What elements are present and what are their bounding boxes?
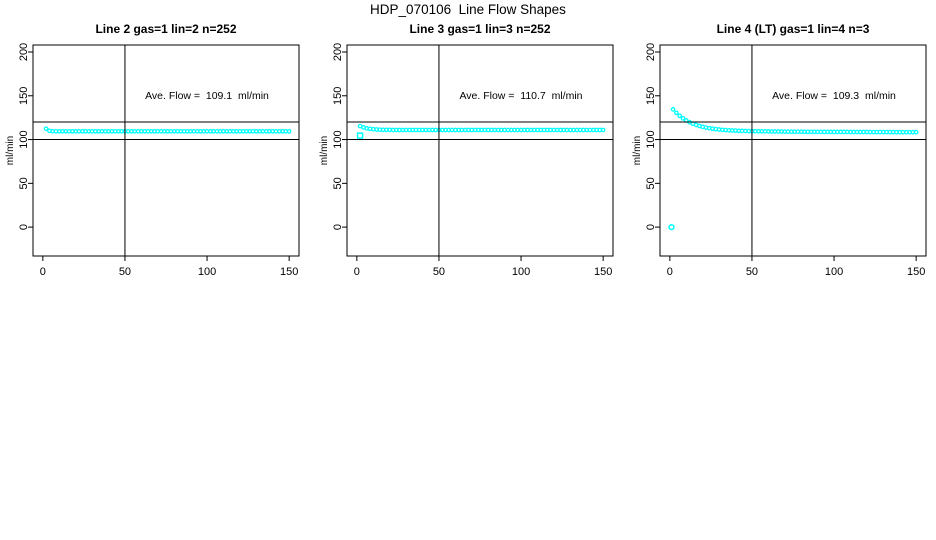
outlier-point bbox=[668, 223, 675, 231]
plot-area-line-4: 0 50 100 150 0 50 100 150 200 ml/min bbox=[632, 43, 927, 278]
panel-title: Line 4 (LT) gas=1 lin=4 n=3 bbox=[716, 22, 870, 36]
y-tick-label: 100 bbox=[645, 130, 657, 148]
data-point bbox=[670, 107, 676, 112]
panel-title: Line 2 gas=1 lin=2 n=252 bbox=[95, 22, 237, 36]
ave-flow-annotation: Ave. Flow = 109.3 ml/min bbox=[772, 90, 896, 102]
x-tick-label: 150 bbox=[907, 266, 925, 278]
y-axis-label: ml/min bbox=[319, 136, 330, 165]
x-tick-label: 50 bbox=[433, 266, 445, 278]
main-title: HDP_070106 Line Flow Shapes bbox=[370, 2, 566, 17]
y-tick-label: 50 bbox=[18, 177, 30, 189]
x-tick-label: 150 bbox=[280, 266, 298, 278]
y-tick-label: 0 bbox=[645, 224, 657, 230]
plot-box bbox=[32, 44, 300, 257]
x-tick-label: 150 bbox=[594, 266, 612, 278]
y-tick-label: 200 bbox=[18, 43, 30, 61]
data-point bbox=[680, 116, 686, 121]
ave-flow-annotation: Ave. Flow = 109.1 ml/min bbox=[145, 90, 269, 102]
plot-box bbox=[659, 44, 927, 257]
y-tick-label: 150 bbox=[18, 87, 30, 105]
outlier-point bbox=[356, 132, 364, 139]
y-tick-label: 50 bbox=[645, 177, 657, 189]
y-axis-label: ml/min bbox=[632, 136, 643, 165]
x-tick-label: 100 bbox=[512, 266, 530, 278]
data-point bbox=[286, 128, 292, 134]
y-tick-label: 200 bbox=[332, 43, 344, 61]
x-tick-label: 100 bbox=[825, 266, 843, 278]
x-tick-label: 50 bbox=[746, 266, 758, 278]
y-tick-label: 150 bbox=[645, 87, 657, 105]
y-tick-label: 100 bbox=[18, 130, 30, 148]
y-tick-label: 100 bbox=[332, 130, 344, 148]
panel-line-4: 0 50 100 150 0 50 100 150 200 ml/min Line 4 (LT) … bbox=[627, 0, 936, 290]
y-tick-label: 0 bbox=[332, 224, 344, 230]
ave-flow-annotation: Ave. Flow = 110.7 ml/min bbox=[459, 90, 583, 102]
data-point bbox=[677, 113, 683, 119]
y-tick-label: 0 bbox=[18, 224, 30, 230]
plot-area-line-3: 0 50 100 150 0 50 100 150 200 ml/min bbox=[319, 43, 614, 278]
panel-line-2: 0 50 100 150 0 50 100 150 200 ml/min Line 2 gas=1… bbox=[0, 0, 312, 290]
plot-box bbox=[346, 44, 614, 257]
data-point bbox=[913, 129, 919, 135]
data-point bbox=[674, 110, 679, 116]
y-tick-label: 50 bbox=[332, 177, 344, 189]
x-tick-label: 0 bbox=[354, 266, 360, 278]
panel-title: Line 3 gas=1 lin=3 n=252 bbox=[409, 22, 551, 36]
x-tick-label: 0 bbox=[667, 266, 673, 278]
y-axis-label: ml/min bbox=[5, 136, 16, 165]
y-tick-label: 150 bbox=[332, 87, 344, 105]
x-tick-label: 50 bbox=[119, 266, 131, 278]
y-tick-label: 200 bbox=[645, 43, 657, 61]
x-tick-label: 0 bbox=[40, 266, 46, 278]
x-tick-label: 100 bbox=[198, 266, 216, 278]
panel-line-3: 0 50 100 150 0 50 100 150 200 ml/min Line 3 gas=1… bbox=[314, 0, 626, 290]
plot-area-line-2: 0 50 100 150 0 50 100 150 200 ml/min bbox=[5, 43, 300, 278]
data-point bbox=[600, 127, 606, 133]
data-point bbox=[43, 126, 49, 132]
